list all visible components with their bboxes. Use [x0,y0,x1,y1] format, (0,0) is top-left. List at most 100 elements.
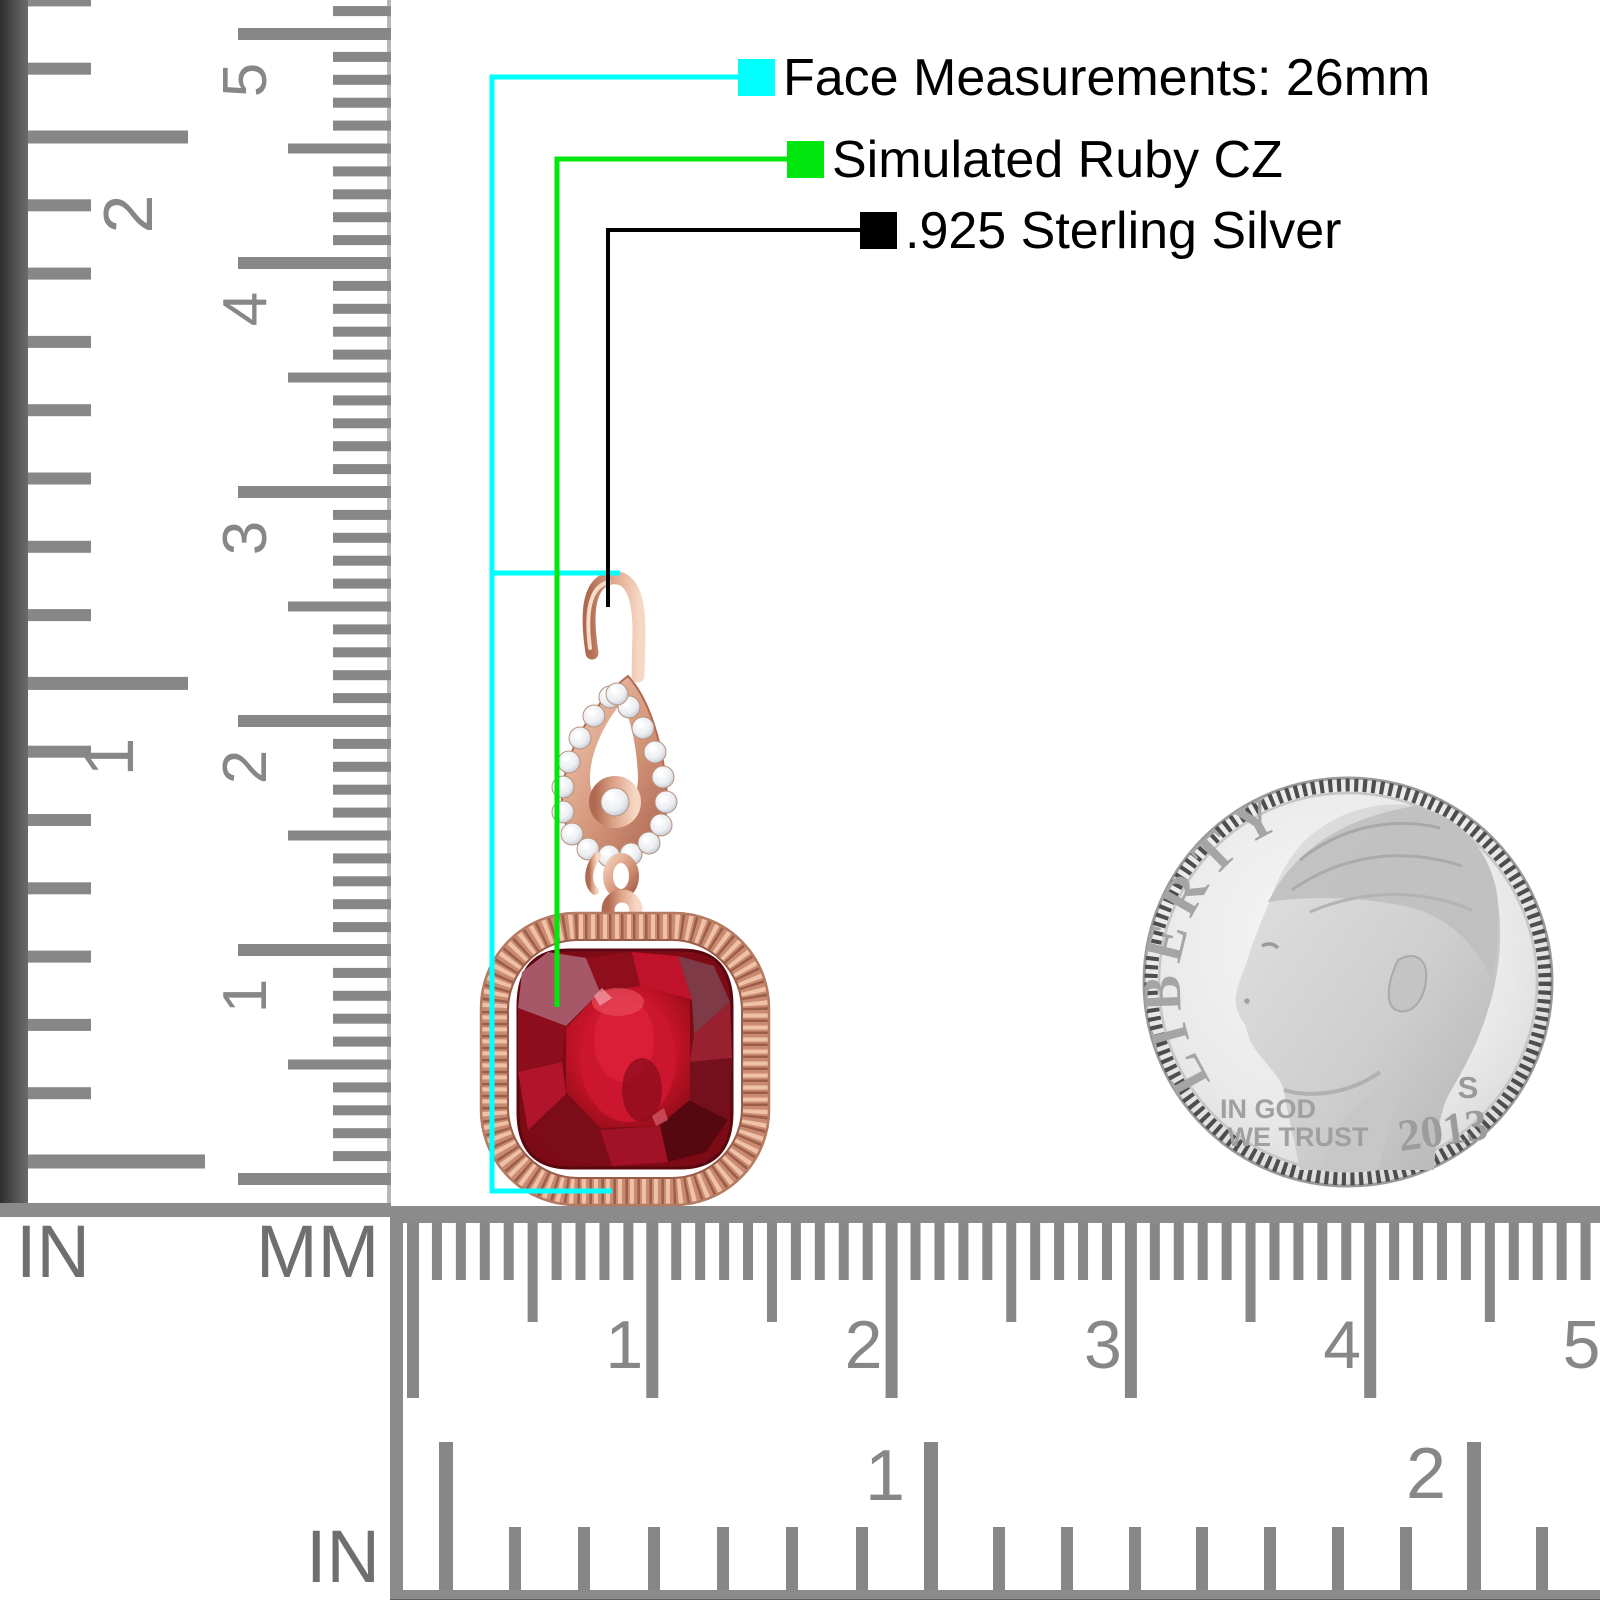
ruler-tick [333,1151,391,1162]
ruler-tick [28,267,91,280]
ruler-tick [28,540,91,553]
ruler-tick [333,647,391,658]
horizontal-ruler-bottom-bar [390,1590,1600,1600]
ruler-tick [1484,1223,1495,1322]
coin-hair-streak [1309,893,1473,914]
ruler-digit: 5 [1563,1307,1600,1383]
ruler-tick [814,1223,825,1280]
pave-cz-stone [605,682,629,706]
annotation-sterling-silver: .925 Sterling Silver [905,202,1341,260]
ruler-tick [333,441,391,452]
ruler-digit: 1 [211,979,280,1013]
coin-jaw-line [1283,1070,1382,1096]
ruler-tick [333,395,391,406]
vertical-ruler-bottom-border [0,1203,391,1217]
ruler-tick [578,1527,590,1592]
ruler-tick [1508,1223,1519,1280]
ruler-tick [333,189,391,200]
ruler-tick [333,6,391,17]
legend-marker-green [787,141,824,178]
ruler-tick [1389,1223,1400,1280]
ruler-tick [1467,1442,1481,1592]
pave-cz-stone [643,740,667,764]
pave-cz-stone [651,765,675,789]
ruler-tick [333,807,391,818]
ruler-tick [333,876,391,887]
pave-cz-sparkle [587,709,595,716]
ruler-tick [1030,1223,1041,1280]
ruler-tick [28,62,91,75]
ruler-tick [28,199,91,212]
pave-cz-sparkle [642,836,650,843]
ruler-tick [1532,1223,1543,1280]
ruler-tick [333,555,391,566]
ruler-tick [28,404,91,417]
ruler-tick [1129,1527,1141,1592]
vertical-ruler-mm-unit-label: MM [256,1210,379,1293]
ruler-tick [790,1223,801,1280]
ruler-tick [527,1223,538,1322]
ruler-tick [238,944,391,956]
callout-line-face-measurement [489,74,738,1194]
ruler-tick [333,922,391,933]
earring-center-bezel [589,776,641,828]
ruler-tick [982,1223,993,1280]
earring [479,571,771,1207]
pave-cz-stone [582,704,606,728]
ruler-tick [856,1527,868,1592]
ruler-tick [717,1527,729,1592]
pave-cz-stone [557,750,581,774]
ruler-tick [1536,1527,1548,1592]
ruler-tick [238,257,391,269]
ruler-tick [288,143,391,154]
ruler-tick [648,1527,660,1592]
ruler-tick [333,1013,391,1024]
ruler-tick [1580,1223,1591,1280]
ruler-tick [238,1173,391,1185]
pave-cz-stone [631,716,655,740]
ruler-tick [623,1223,634,1280]
horizontal-ruler-left-border [390,1206,403,1600]
ruler-tick [958,1223,969,1280]
ruler-tick [28,130,188,144]
ruler-tick [1221,1223,1232,1280]
horizontal-ruler: 1 2 3 4 5 1 2 IN [306,1206,1600,1600]
ruler-tick [28,0,91,7]
coin-inner-rim [1157,791,1539,1173]
earring-hook-highlight [586,580,611,650]
pave-cz-sparkle [656,770,664,777]
coin-eye [1261,942,1280,950]
pave-cz-sparkle [581,842,589,849]
ruler-tick [1332,1527,1344,1592]
ruler-tick [28,676,188,690]
ruler-tick [333,1036,391,1047]
ruler-tick [333,899,391,910]
ruler-tick [431,1223,442,1280]
pave-cz-stone [649,813,673,837]
ruler-tick [333,212,391,223]
ruler-tick [1196,1527,1208,1592]
ruler-digit: 2 [1406,1434,1446,1514]
pave-cz-sparkle [573,731,581,738]
ruler-tick [28,609,91,622]
ruler-tick [1078,1223,1089,1280]
ruler-tick [509,1527,521,1592]
ruler-tick [439,1442,453,1592]
ruler-tick [333,51,391,62]
coin-ear [1387,955,1428,1013]
earring-bail [603,853,639,899]
ruler-tick [333,624,391,635]
ruler-tick [333,578,391,589]
ruler-tick [695,1223,706,1280]
annotation-callouts: Face Measurements: 26mm Simulated Ruby C… [489,49,1430,1194]
ruler-tick [671,1223,682,1280]
ruler-tick [1460,1223,1471,1280]
ruler-tick [333,1128,391,1139]
ruler-tick [719,1223,730,1280]
ruler-tick [333,235,391,246]
earring-center-cz [600,787,630,817]
ruler-tick [333,326,391,337]
ruler-tick [1317,1223,1328,1280]
ruler-tick [333,761,391,772]
ruler-tick [333,280,391,291]
